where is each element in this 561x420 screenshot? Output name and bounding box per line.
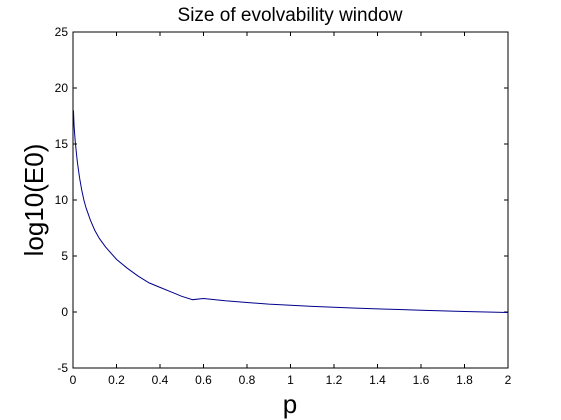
x-tick-label: 0 <box>70 373 77 387</box>
y-tick-label: 0 <box>61 305 68 319</box>
x-tick-label: 1.4 <box>369 373 386 387</box>
y-tick-label: 15 <box>55 137 69 151</box>
y-tick-label: 10 <box>55 193 69 207</box>
y-tick-label: 25 <box>55 25 69 39</box>
x-tick-label: 0.4 <box>152 373 169 387</box>
x-tick-label: 2 <box>505 373 512 387</box>
x-tick-label: 1.8 <box>456 373 473 387</box>
x-tick-label: 0.6 <box>195 373 212 387</box>
x-tick-label: 1 <box>287 373 294 387</box>
x-tick-label: 1.6 <box>413 373 430 387</box>
x-tick-label: 0.2 <box>108 373 125 387</box>
y-axis-label: log10(E0) <box>19 144 49 257</box>
x-axis-label: p <box>283 389 297 419</box>
x-tick-label: 0.8 <box>239 373 256 387</box>
series-line <box>72 110 509 314</box>
chart-title: Size of evolvability window <box>178 5 403 26</box>
y-tick-label: -5 <box>57 361 68 375</box>
x-tick-label: 1.2 <box>326 373 343 387</box>
y-tick-label: 20 <box>55 81 69 95</box>
y-tick-label: 5 <box>61 249 68 263</box>
